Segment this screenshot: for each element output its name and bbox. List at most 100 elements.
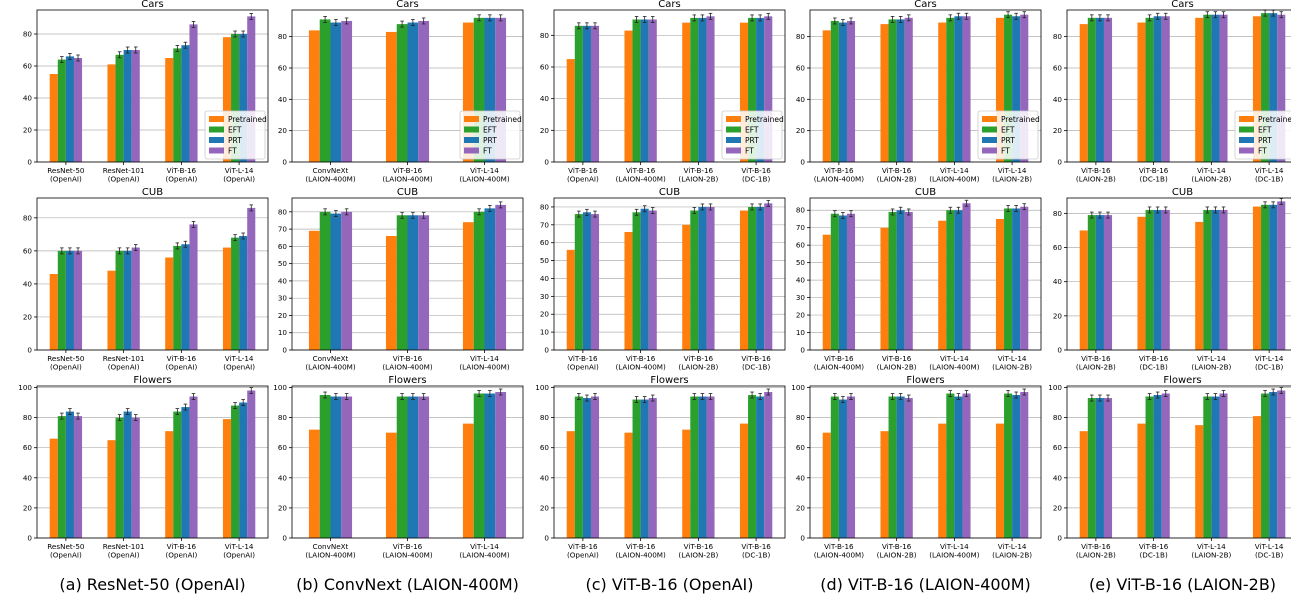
bar-eft <box>396 24 408 163</box>
x-tick-label: ViT-B-16 <box>741 354 771 363</box>
x-tick-label: (LAION-400M) <box>814 363 865 372</box>
bar-prt <box>239 236 248 350</box>
x-tick-label: ViT-B-16 <box>393 542 423 551</box>
axes-frame <box>553 9 786 163</box>
legend-swatch <box>464 147 479 154</box>
x-tick-label: ViT-B-16 <box>568 354 598 363</box>
legend-swatch <box>464 116 479 122</box>
chart-panel-4-0: 020406080ViT-B-16(LAION-2B)ViT-B-16(DC-1… <box>1053 0 1291 184</box>
x-tick-label: (LAION-400M) <box>929 551 980 560</box>
bar-eft <box>748 395 757 538</box>
y-tick-label: 80 <box>23 413 33 422</box>
bar-ft <box>590 396 600 538</box>
bar-pretrained <box>165 431 174 538</box>
bar-ft <box>1103 17 1113 162</box>
y-tick-label: 100 <box>791 383 805 392</box>
x-tick-label: ViT-B-16 <box>1139 166 1169 175</box>
y-tick-label: 40 <box>796 276 806 285</box>
x-tick-label: ViT-B-16 <box>393 354 423 363</box>
bar-pretrained <box>938 220 947 350</box>
bar-eft <box>574 25 583 163</box>
panel-title: CUB <box>1172 187 1193 198</box>
legend-label: FT <box>745 147 754 156</box>
x-tick-label: ResNet-101 <box>103 354 145 363</box>
bar-prt <box>838 399 847 538</box>
legend-swatch <box>726 147 741 154</box>
x-tick-label: (OpenAI) <box>50 551 82 560</box>
x-tick-label: (DC-1B) <box>1139 175 1167 184</box>
axes-frame <box>553 197 786 351</box>
bar-pretrained <box>822 234 831 350</box>
legend-label: FT <box>483 147 492 156</box>
y-tick-label: 40 <box>540 473 550 482</box>
panel-title: Flowers <box>133 375 171 386</box>
bar-ft <box>418 396 430 538</box>
x-tick-label: ViT-B-16 <box>684 542 714 551</box>
x-tick-label: (LAION-400M) <box>305 551 356 560</box>
x-tick-label: (LAION-400M) <box>615 551 666 560</box>
x-tick-label: ViT-B-16 <box>626 166 656 175</box>
bar-prt <box>484 208 496 350</box>
y-tick-label: 80 <box>278 207 288 216</box>
legend-label: Pretrained <box>1001 115 1040 124</box>
x-tick-label: ViT-B-16 <box>882 354 912 363</box>
y-tick-label: 20 <box>1053 503 1063 512</box>
bar-ft <box>418 215 430 350</box>
bar-ft <box>1103 398 1113 538</box>
x-tick-label: (LAION-2B) <box>877 175 917 184</box>
legend-label: PRT <box>483 136 497 145</box>
x-tick-label: ViT-B-16 <box>1081 166 1111 175</box>
x-tick-label: (OpenAI) <box>108 551 140 560</box>
legend-swatch <box>209 126 224 133</box>
bar-prt <box>698 206 707 350</box>
bar-prt <box>65 250 74 350</box>
bar-eft <box>115 250 124 350</box>
panel-title: Cars <box>141 0 163 10</box>
bar-pretrained <box>1195 221 1204 350</box>
legend-swatch <box>726 126 741 133</box>
axes-frame <box>36 9 269 163</box>
bar-eft <box>1203 14 1212 162</box>
x-tick-label: ViT-B-16 <box>167 542 197 551</box>
x-tick-label: (LAION-2B) <box>992 175 1032 184</box>
bar-ft <box>341 396 353 538</box>
chart-panel-2-1: 01020304050607080ViT-B-16(OpenAI)ViT-B-1… <box>540 187 786 372</box>
y-tick-label: 20 <box>540 310 550 319</box>
x-tick-label: (OpenAI) <box>223 551 255 560</box>
bar-prt <box>407 215 419 350</box>
bar-prt <box>330 396 342 538</box>
legend-box <box>721 110 783 160</box>
y-tick-label: 30 <box>796 293 806 302</box>
bar-pretrained <box>107 440 116 538</box>
bar-ft <box>706 206 715 350</box>
x-tick-label: (LAION-2B) <box>1191 363 1231 372</box>
bar-prt <box>756 206 765 350</box>
y-tick-label: 0 <box>544 534 549 543</box>
bar-ft <box>1219 14 1228 162</box>
bar-pretrained <box>739 423 749 538</box>
bar-prt <box>838 215 847 350</box>
bar-ft <box>247 16 256 163</box>
axes-frame <box>291 385 524 539</box>
x-tick-label: ViT-B-16 <box>684 166 714 175</box>
bar-ft <box>73 416 83 538</box>
legend-label: Pretrained <box>1258 115 1291 124</box>
bar-prt <box>181 45 190 163</box>
bar-prt <box>181 244 190 350</box>
bar-prt <box>1211 396 1220 538</box>
bar-prt <box>954 210 963 350</box>
legend-swatch <box>1239 137 1254 143</box>
x-tick-label: ViT-B-16 <box>1139 542 1169 551</box>
bar-ft <box>904 211 913 350</box>
panel-title: CUB <box>397 187 418 198</box>
bar-pretrained <box>995 17 1005 162</box>
bar-ft <box>1020 392 1029 538</box>
panel-title: CUB <box>142 187 163 198</box>
y-tick-label: 20 <box>23 126 33 135</box>
legend-label: FT <box>228 147 237 156</box>
bar-prt <box>640 208 649 350</box>
bar-prt <box>582 398 591 538</box>
legend-label: PRT <box>1001 136 1015 145</box>
bar-ft <box>1277 14 1286 162</box>
legend-label: Pretrained <box>745 115 784 124</box>
